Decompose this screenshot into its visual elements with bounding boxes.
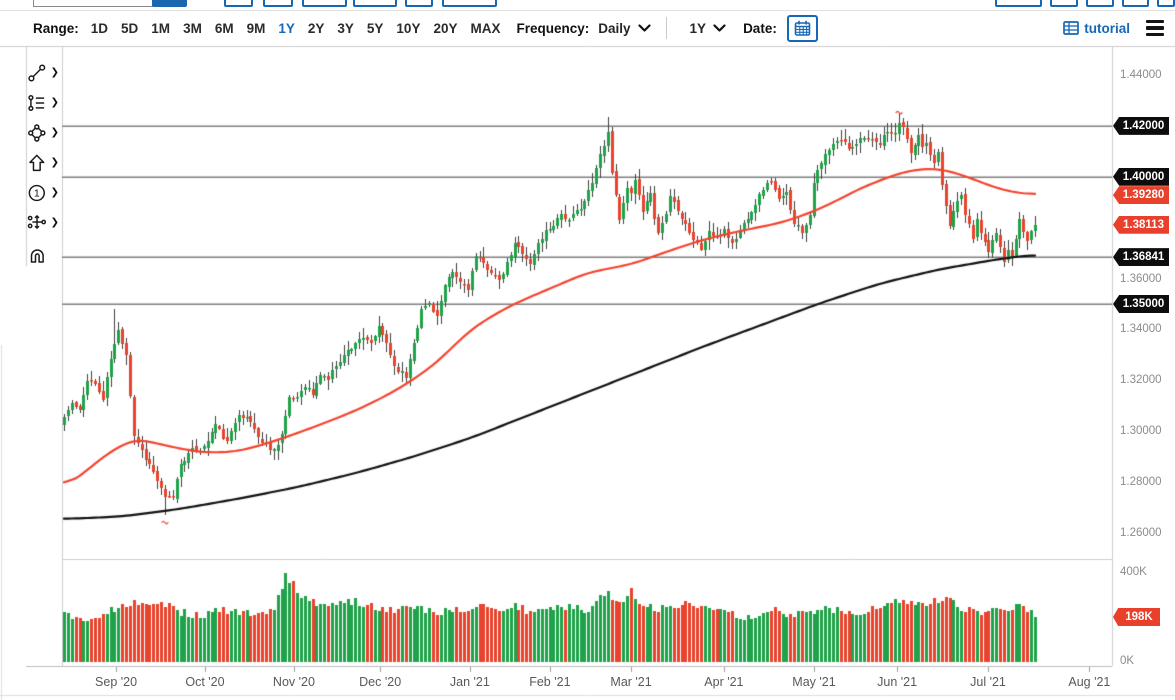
price-axis-tick: 1.32000 — [1120, 374, 1162, 387]
chevron-down-icon — [637, 23, 651, 32]
price-tag: 1.39280 — [1113, 186, 1169, 205]
date-label: Date: — [743, 20, 777, 36]
price-tag: 1.36841 — [1113, 248, 1169, 267]
range-1d[interactable]: 1D — [90, 20, 109, 36]
volume-axis-tick: 400K — [1120, 566, 1147, 578]
range-5y[interactable]: 5Y — [366, 20, 384, 36]
range-3m[interactable]: 3M — [183, 20, 202, 36]
fibonacci-tool[interactable]: ❯ — [27, 92, 59, 114]
time-axis-tick: Jan '21 — [449, 675, 490, 689]
frequency-label: Frequency: — [516, 20, 590, 36]
chevron-right-icon: ❯ — [50, 217, 59, 228]
calendar-icon — [794, 20, 811, 36]
hamburger-icon — [1146, 20, 1164, 24]
chevron-right-icon: ❯ — [50, 127, 59, 138]
time-axis-tick: Apr '21 — [704, 675, 744, 689]
time-axis-tick: Sep '20 — [95, 675, 138, 689]
tutorial-label: tutorial — [1084, 20, 1130, 36]
frequency-value: Daily — [598, 20, 631, 36]
annotation-number-tool[interactable]: 1 ❯ — [27, 182, 59, 204]
price-axis-tick: 1.36000 — [1120, 272, 1162, 285]
shapes-tool[interactable]: ❯ — [27, 122, 59, 144]
svg-text:1: 1 — [34, 189, 40, 200]
volume-tag: 198K — [1113, 607, 1160, 626]
measure-tool[interactable]: ❯ — [27, 212, 59, 234]
range-9m[interactable]: 9M — [246, 20, 266, 36]
price-axis-tick: 1.44000 — [1120, 69, 1162, 81]
chevron-right-icon: ❯ — [50, 97, 59, 108]
measure-icon — [27, 215, 47, 229]
range-3y[interactable]: 3Y — [337, 20, 354, 36]
chevron-down-icon — [713, 23, 726, 32]
price-tag: 1.42000 — [1113, 116, 1169, 135]
chart-toolbar: Range: 1D 5D 1M 3M 6M 9M 1Y 2Y 3Y 5Y 10Y 20Y MAX Fre… — [0, 11, 1175, 45]
range-2y[interactable]: 2Y — [307, 20, 325, 36]
tutorial-link[interactable]: tutorial — [1063, 21, 1130, 36]
time-axis-tick: Mar '21 — [610, 675, 652, 689]
range-1y[interactable]: 1Y — [278, 20, 295, 36]
frequency-select[interactable]: Daily — [598, 20, 651, 36]
price-tag: 1.35000 — [1113, 294, 1169, 313]
range-10y[interactable]: 10Y — [396, 20, 421, 36]
chevron-right-icon: ❯ — [50, 187, 59, 198]
range-6m[interactable]: 6M — [214, 20, 234, 36]
chevron-right-icon: ❯ — [50, 67, 59, 78]
time-axis-tick: Aug '21 — [1068, 675, 1111, 689]
range-1m[interactable]: 1M — [151, 20, 171, 36]
time-axis-tick: Dec '20 — [359, 675, 402, 689]
period-select[interactable]: 1Y — [690, 21, 727, 36]
time-axis-tick: May '21 — [792, 675, 836, 689]
time-axis-tick: Jun '21 — [877, 675, 918, 689]
trend-line-tool[interactable]: ❯ — [27, 62, 59, 84]
price-axis-tick: 1.28000 — [1120, 476, 1162, 489]
range-5d[interactable]: 5D — [121, 20, 139, 36]
range-list: 1D 5D 1M 3M 6M 9M 1Y 2Y 3Y 5Y 10Y 20Y MAX — [91, 21, 501, 36]
arrow-tool[interactable]: ❯ — [27, 152, 59, 174]
fibonacci-icon — [28, 95, 45, 111]
price-axis-tick: 1.30000 — [1120, 425, 1162, 438]
price-tag: 1.38113 — [1113, 215, 1169, 234]
price-axis-tick: 1.34000 — [1120, 323, 1162, 336]
volume-axis-tick: 0K — [1120, 655, 1135, 667]
time-axis-tick: Feb '21 — [529, 675, 571, 689]
toolbar-separator — [665, 17, 667, 39]
trend-line-icon — [28, 64, 46, 82]
arrow-up-icon — [29, 154, 45, 172]
time-axis-tick: Jul '21 — [970, 675, 1006, 689]
number-one-icon: 1 — [28, 184, 45, 202]
range-max[interactable]: MAX — [470, 20, 501, 36]
hamburger-menu-button[interactable] — [1144, 18, 1166, 38]
magnet-tool[interactable] — [27, 244, 59, 266]
chevron-right-icon: ❯ — [50, 157, 59, 168]
magnet-icon — [30, 249, 44, 263]
range-20y[interactable]: 20Y — [433, 20, 458, 36]
time-axis-tick: Nov '20 — [272, 675, 315, 689]
time-axis-tick: Oct '20 — [185, 675, 225, 689]
date-picker-button[interactable] — [786, 14, 818, 42]
price-axis-tick: 1.26000 — [1120, 526, 1162, 539]
shapes-icon — [28, 124, 46, 142]
range-label: Range: — [33, 20, 79, 36]
period-value: 1Y — [689, 20, 707, 36]
tutorial-grid-icon — [1063, 21, 1080, 35]
price-tag: 1.40000 — [1113, 167, 1169, 186]
